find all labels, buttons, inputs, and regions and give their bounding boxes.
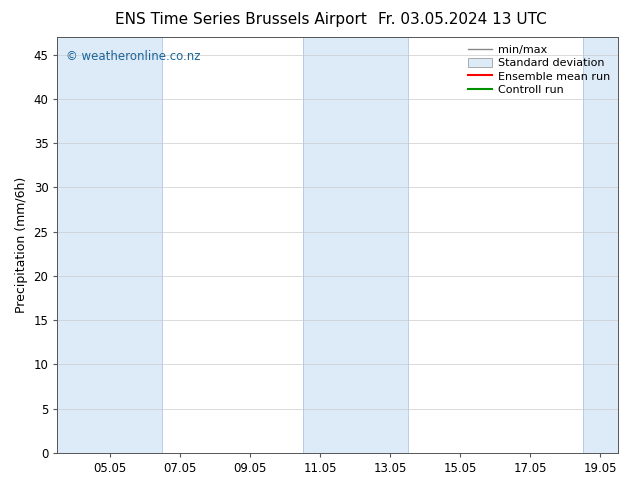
Text: Fr. 03.05.2024 13 UTC: Fr. 03.05.2024 13 UTC <box>378 12 547 27</box>
Bar <box>302 37 408 453</box>
Bar <box>58 37 162 453</box>
Y-axis label: Precipitation (mm/6h): Precipitation (mm/6h) <box>15 177 28 313</box>
Text: © weatheronline.co.nz: © weatheronline.co.nz <box>66 49 200 63</box>
Bar <box>583 37 618 453</box>
Legend: min/max, Standard deviation, Ensemble mean run, Controll run: min/max, Standard deviation, Ensemble me… <box>465 43 612 97</box>
Text: ENS Time Series Brussels Airport: ENS Time Series Brussels Airport <box>115 12 367 27</box>
